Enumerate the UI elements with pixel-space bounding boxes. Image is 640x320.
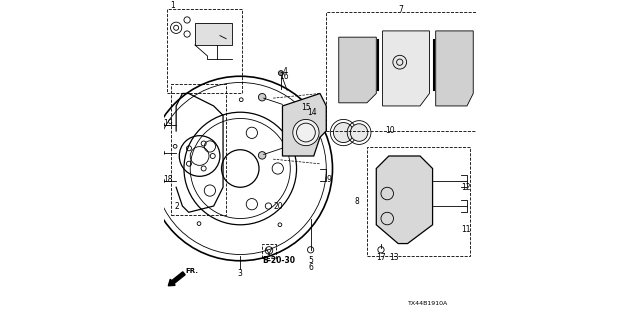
Bar: [367, 147, 470, 256]
Text: 9: 9: [326, 175, 331, 184]
Circle shape: [333, 123, 353, 142]
Text: 7: 7: [398, 4, 403, 13]
Polygon shape: [339, 37, 376, 103]
Text: 16: 16: [279, 72, 289, 81]
Bar: [326, 12, 476, 131]
Text: B-20-30: B-20-30: [262, 256, 295, 265]
Text: 10: 10: [386, 126, 396, 135]
Text: 15: 15: [301, 103, 311, 112]
Polygon shape: [195, 23, 232, 45]
Circle shape: [292, 119, 319, 146]
Text: TX44B1910A: TX44B1910A: [408, 301, 448, 306]
Bar: [172, 84, 226, 215]
Circle shape: [259, 152, 266, 159]
Text: 20: 20: [273, 202, 283, 211]
Bar: [167, 9, 242, 93]
Polygon shape: [383, 31, 429, 106]
Text: 19: 19: [164, 119, 173, 128]
Text: 12: 12: [461, 183, 470, 192]
FancyArrow shape: [168, 272, 185, 286]
Text: 8: 8: [355, 197, 359, 206]
Text: 1: 1: [170, 1, 175, 10]
Polygon shape: [436, 31, 473, 106]
Text: 2: 2: [175, 202, 179, 211]
Bar: [262, 244, 276, 258]
Text: 17: 17: [376, 253, 386, 262]
Text: FR.: FR.: [186, 268, 198, 274]
Text: 11: 11: [461, 225, 470, 234]
Text: 5: 5: [308, 256, 313, 265]
Polygon shape: [376, 156, 433, 244]
Text: 4: 4: [282, 67, 287, 76]
Text: 6: 6: [308, 262, 313, 271]
Circle shape: [259, 93, 266, 101]
Text: 18: 18: [164, 175, 173, 184]
Text: 13: 13: [388, 253, 399, 262]
Text: 14: 14: [307, 108, 317, 117]
Circle shape: [350, 124, 368, 141]
Polygon shape: [282, 93, 326, 156]
Circle shape: [278, 71, 284, 76]
Text: 3: 3: [238, 269, 243, 278]
